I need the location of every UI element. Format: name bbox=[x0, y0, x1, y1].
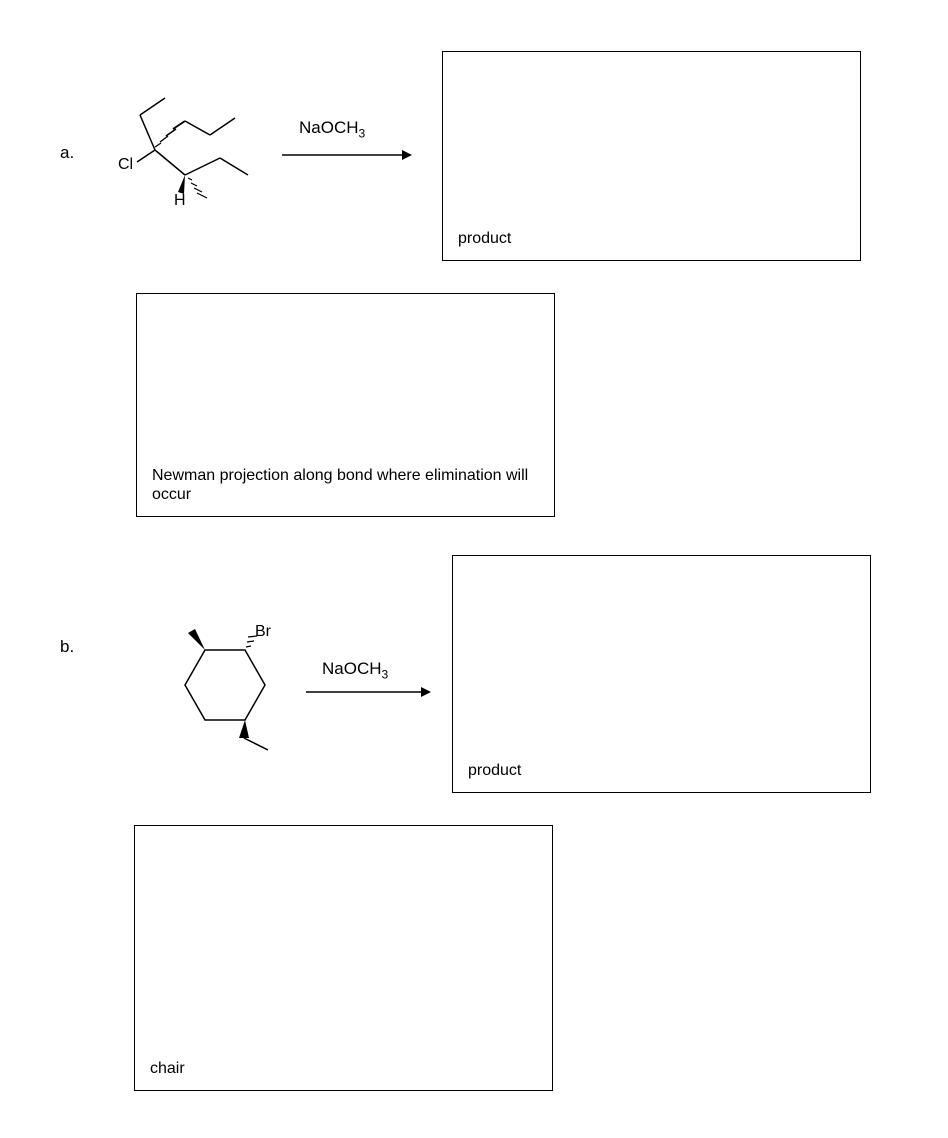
reagent-a-label: NaOCH3 bbox=[299, 118, 365, 140]
newman-box-caption: Newman projection along bond where elimi… bbox=[152, 466, 539, 504]
chair-box: chair bbox=[134, 825, 553, 1091]
arrow-b bbox=[306, 683, 436, 701]
product-box-a-caption: product bbox=[458, 229, 511, 248]
product-box-b: product bbox=[452, 555, 871, 793]
h-atom-label: H bbox=[174, 192, 186, 210]
reagent-b-label: NaOCH3 bbox=[322, 659, 388, 681]
problem-b-label: b. bbox=[60, 637, 74, 657]
newman-box: Newman projection along bond where elimi… bbox=[136, 293, 555, 517]
structure-b-svg bbox=[150, 625, 290, 765]
problem-a-label: a. bbox=[60, 143, 74, 163]
arrow-a bbox=[282, 146, 417, 164]
product-box-a: product bbox=[442, 51, 861, 261]
br-atom-label: Br bbox=[255, 623, 271, 641]
product-box-b-caption: product bbox=[468, 761, 521, 780]
cl-atom-label: Cl bbox=[118, 156, 133, 174]
chair-box-caption: chair bbox=[150, 1059, 185, 1078]
